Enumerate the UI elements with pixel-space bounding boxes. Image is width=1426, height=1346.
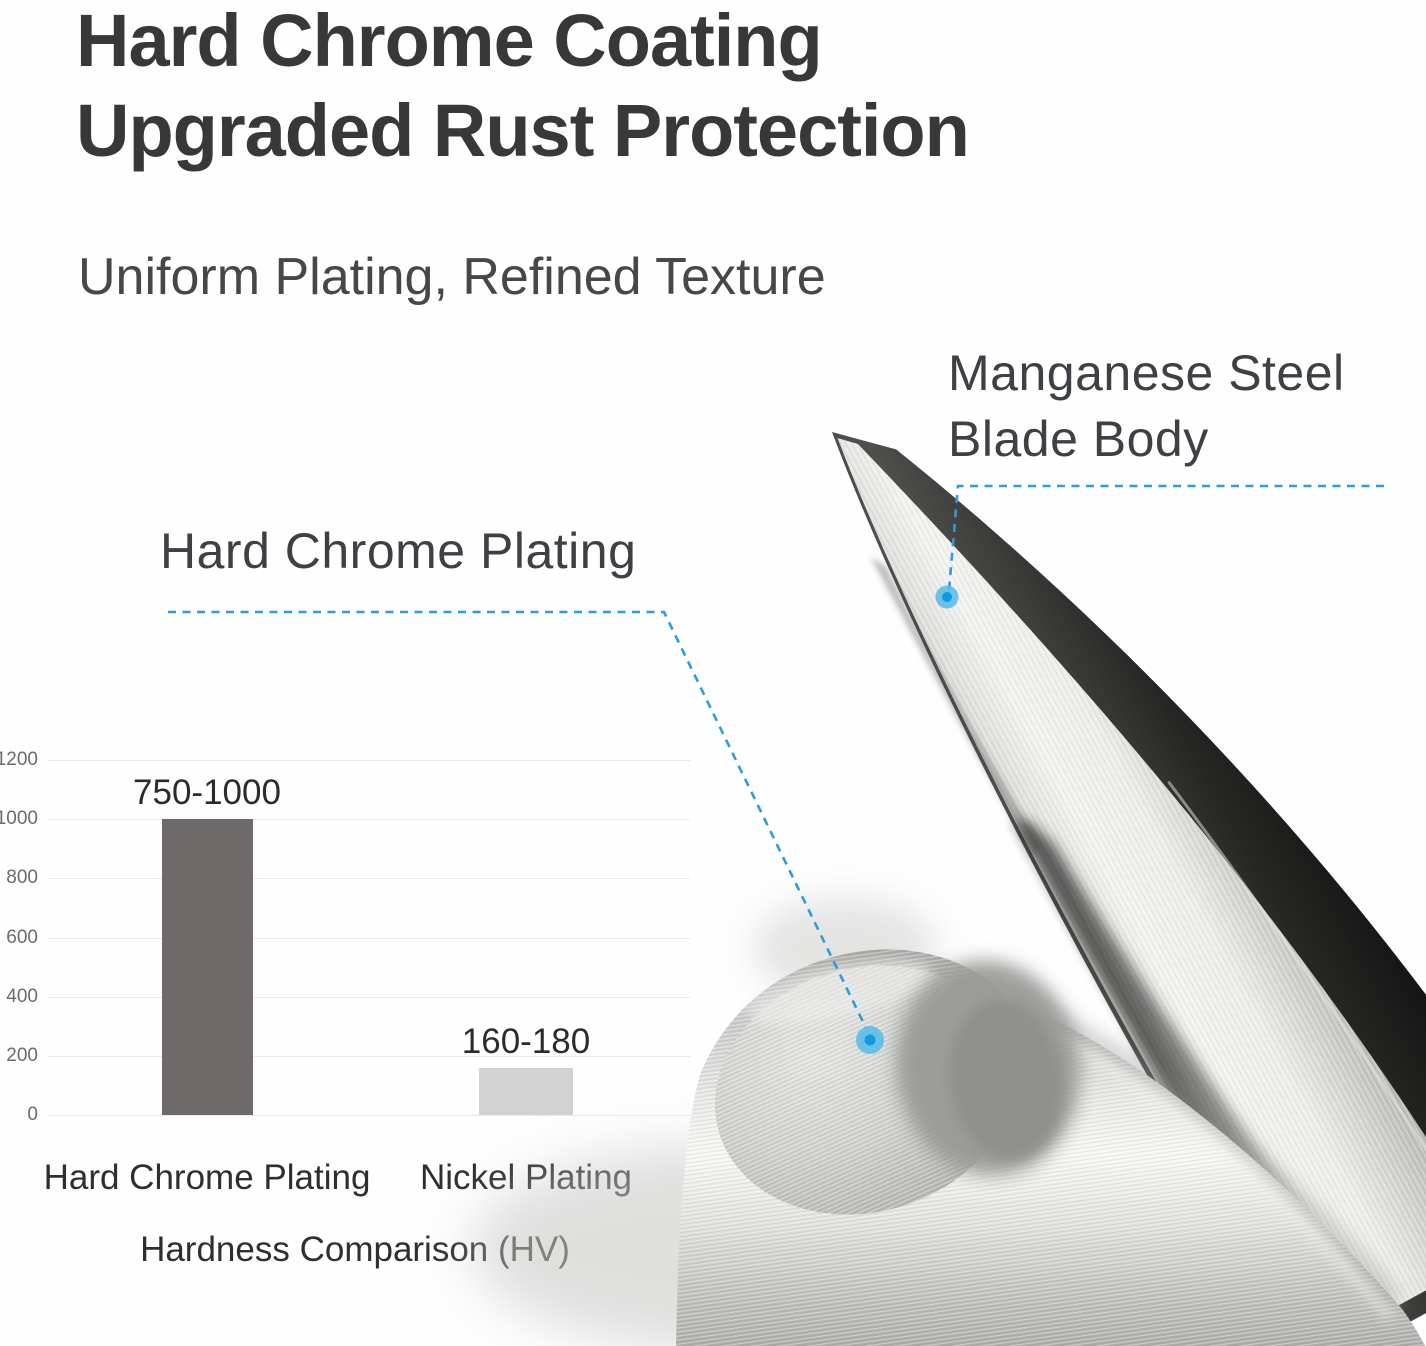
blade-spine-highlight xyxy=(1167,780,1426,1230)
page-title-line1: Hard Chrome Coating xyxy=(76,0,823,82)
y-axis-tick-label: 800 xyxy=(6,867,38,889)
y-axis-tick-label: 600 xyxy=(6,926,38,948)
hardness-bar-chart: 0 200 400 600 800 1000 1200 750-1000 Hard Chrome… xyxy=(0,749,690,1269)
callout-lines xyxy=(168,484,1384,1029)
blade-edge-shade-upper xyxy=(870,556,1043,856)
leader-line-hard-chrome xyxy=(168,610,868,1029)
lobe-top-highlight xyxy=(744,959,932,1025)
page-title-line2: Upgraded Rust Protection xyxy=(76,89,970,172)
y-axis-tick-label: 1000 xyxy=(0,808,38,830)
bar-category-label: Hard Chrome Plating xyxy=(43,1158,371,1197)
y-axis-tick-label: 400 xyxy=(6,985,38,1007)
bar-value-label: 750-1000 xyxy=(133,773,281,813)
y-axis-tick-label: 0 xyxy=(27,1104,38,1125)
gridline xyxy=(47,937,690,939)
gridline xyxy=(47,819,690,821)
y-axis-tick-label: 200 xyxy=(6,1044,38,1066)
callout-label-hard-chrome-plating: Hard Chrome Plating xyxy=(160,523,637,579)
bar-hard-chrome-plating xyxy=(161,819,253,1115)
gridline xyxy=(47,1055,690,1057)
gridline xyxy=(47,878,690,880)
callout-manganese-line1: Manganese Steel xyxy=(948,345,1345,401)
y-axis-tick-label: 1200 xyxy=(0,749,38,770)
lobe-notch-core xyxy=(949,1000,1063,1160)
leader-line-manganese xyxy=(947,484,1384,591)
page-subtitle: Uniform Plating, Refined Texture xyxy=(78,248,826,306)
callout-manganese-line2: Blade Body xyxy=(948,411,1209,467)
bar-value-label: 160-180 xyxy=(461,1021,591,1061)
callout-dot-hard-chrome xyxy=(856,1026,884,1054)
upper-blade xyxy=(832,432,1426,1346)
blade-brushed-texture xyxy=(837,438,1426,1346)
callout-dot-manganese xyxy=(935,585,959,609)
bar-nickel-plating xyxy=(479,1067,573,1115)
callout-label-manganese-steel: Manganese Steel Blade Body xyxy=(948,340,1418,472)
gridline xyxy=(47,760,690,761)
gridline xyxy=(47,996,690,998)
gridline xyxy=(47,1115,690,1116)
